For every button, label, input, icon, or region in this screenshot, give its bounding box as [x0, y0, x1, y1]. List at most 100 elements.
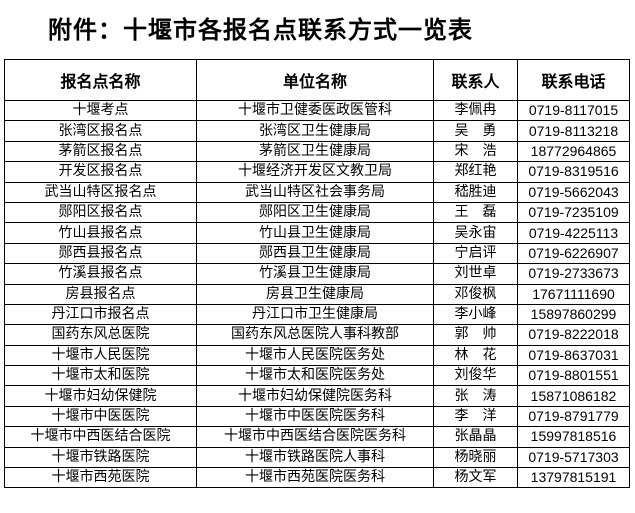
table-row: 房县报名点 房县卫生健康局 邓俊枫 17671111690 — [4, 283, 630, 305]
cell-contact-person: 林 花 — [433, 344, 518, 367]
cell-registration-point: 国药东风总医院 — [4, 324, 197, 346]
cell-registration-point: 竹溪县报名点 — [4, 263, 197, 285]
cell-registration-point: 张湾区报名点 — [4, 120, 197, 142]
cell-contact-person: 李 洋 — [433, 405, 518, 428]
cell-phone: 15897860299 — [517, 303, 630, 326]
cell-unit-name: 郧西县卫生健康局 — [196, 242, 434, 265]
cell-registration-point: 郧阳区报名点 — [4, 201, 197, 224]
table-row: 武当山特区报名点 武当山特区社会事务局 嵇胜迪 0719-5662043 — [4, 181, 630, 203]
table-row: 竹溪县报名点 竹溪县卫生健康局 刘世卓 0719-2733673 — [4, 263, 630, 285]
cell-contact-person: 杨晓丽 — [433, 446, 518, 469]
cell-phone: 0719-8222018 — [517, 324, 630, 346]
table-row: 十堰市太和医院 十堰市太和医院医务处 刘俊华 0719-8801551 — [4, 365, 630, 387]
table-row: 丹江口市报名点 丹江口市卫生健康局 李小峰 15897860299 — [4, 303, 630, 326]
cell-contact-person: 嵇胜迪 — [433, 181, 518, 203]
cell-unit-name: 张湾区卫生健康局 — [196, 120, 434, 142]
cell-unit-name: 十堰经济开发区文教卫局 — [196, 161, 434, 183]
table-row: 十堰市妇幼保健院 十堰市妇幼保健院医务科张 涛 15871086182 — [4, 385, 630, 407]
cell-registration-point: 开发区报名点 — [4, 161, 197, 183]
table-row: 十堰市中医医院 十堰市中医医院医务科李 洋 0719-8791779 — [4, 405, 630, 428]
table-row: 郧阳区报名点 郧阳区卫生健康局王 磊 0719-7235109 — [4, 201, 630, 224]
cell-registration-point: 竹山县报名点 — [4, 222, 197, 244]
table-row: 十堰考点 十堰市卫健委医政医管科 李佩冉 0719-8117015 — [4, 99, 630, 122]
cell-contact-person: 宁启评 — [433, 242, 518, 265]
cell-registration-point: 十堰市中医医院 — [4, 405, 197, 428]
cell-unit-name: 十堰市妇幼保健院医务科 — [196, 385, 434, 407]
cell-phone: 0719-4225113 — [517, 222, 630, 244]
cell-contact-person: 郭 帅 — [433, 324, 518, 346]
table-row: 张湾区报名点 张湾区卫生健康局吴 勇 0719-8113218 — [4, 120, 630, 142]
cell-unit-name: 茅箭区卫生健康局 — [196, 140, 434, 163]
cell-contact-person: 李佩冉 — [433, 99, 518, 122]
table-row: 十堰市西苑医院 十堰市西苑医院医务科 杨文军 13797815191 — [4, 467, 630, 489]
table-row: 十堰市铁路医院 十堰市铁路医院人事科 杨晓丽 0719-5717303 — [4, 446, 630, 469]
cell-registration-point: 武当山特区报名点 — [4, 181, 197, 203]
table-row: 郧西县报名点 郧西县卫生健康局 宁启评 0719-6226907 — [4, 242, 630, 265]
cell-registration-point: 十堰市铁路医院 — [4, 446, 197, 469]
cell-phone: 0719-8791779 — [517, 405, 630, 428]
header-registration-point: 报名点名称 — [4, 59, 197, 101]
cell-phone: 0719-5717303 — [517, 446, 630, 469]
cell-registration-point: 十堰市人民医院 — [4, 344, 197, 367]
table-row: 十堰市人民医院 十堰市人民医院医务处林 花 0719-8637031 — [4, 344, 630, 367]
table-row: 国药东风总医院 国药东风总医院人事科教部郭 帅 0719-8222018 — [4, 324, 630, 346]
cell-unit-name: 十堰市中西医结合医院医务科 — [196, 426, 434, 448]
cell-phone: 0719-8113218 — [517, 120, 630, 142]
table-header-row: 报名点名称 单位名称 联系人 联系电话 — [4, 59, 630, 101]
cell-unit-name: 十堰市铁路医院人事科 — [196, 446, 434, 469]
cell-phone: 0719-8801551 — [517, 365, 630, 387]
cell-unit-name: 丹江口市卫生健康局 — [196, 303, 434, 326]
cell-registration-point: 十堰市西苑医院 — [4, 467, 197, 489]
cell-contact-person: 刘俊华 — [433, 365, 518, 387]
cell-phone: 18772964865 — [517, 140, 630, 163]
table-row: 茅箭区报名点 茅箭区卫生健康局宋 浩 18772964865 — [4, 140, 630, 163]
cell-phone: 17671111690 — [517, 283, 630, 305]
cell-unit-name: 武当山特区社会事务局 — [196, 181, 434, 203]
cell-contact-person: 杨文军 — [433, 467, 518, 489]
cell-registration-point: 房县报名点 — [4, 283, 197, 305]
cell-phone: 0719-8319516 — [517, 161, 630, 183]
cell-registration-point: 十堰市太和医院 — [4, 365, 197, 387]
cell-registration-point: 十堰市中西医结合医院 — [4, 426, 197, 448]
cell-registration-point: 十堰考点 — [4, 99, 197, 122]
cell-unit-name: 国药东风总医院人事科教部 — [196, 324, 434, 346]
cell-registration-point: 丹江口市报名点 — [4, 303, 197, 326]
cell-contact-person: 张晶晶 — [433, 426, 518, 448]
cell-phone: 0719-6226907 — [517, 242, 630, 265]
cell-contact-person: 李小峰 — [433, 303, 518, 326]
cell-contact-person: 王 磊 — [433, 201, 518, 224]
table-row: 开发区报名点 十堰经济开发区文教卫局 郑红艳 0719-8319516 — [4, 161, 630, 183]
cell-contact-person: 郑红艳 — [433, 161, 518, 183]
cell-unit-name: 房县卫生健康局 — [196, 283, 434, 305]
header-unit-name: 单位名称 — [196, 59, 434, 101]
cell-phone: 0719-8117015 — [517, 99, 630, 122]
cell-phone: 0719-2733673 — [517, 263, 630, 285]
cell-phone: 15871086182 — [517, 385, 630, 407]
cell-registration-point: 郧西县报名点 — [4, 242, 197, 265]
cell-unit-name: 竹溪县卫生健康局 — [196, 263, 434, 285]
cell-contact-person: 吴永宙 — [433, 222, 518, 244]
contact-table: 报名点名称 单位名称 联系人 联系电话 十堰考点 十堰市卫健委医政医管科 李佩冉 07… — [4, 59, 630, 489]
cell-unit-name: 十堰市西苑医院医务科 — [196, 467, 434, 489]
cell-phone: 0719-7235109 — [517, 201, 630, 224]
cell-unit-name: 十堰市太和医院医务处 — [196, 365, 434, 387]
cell-phone: 0719-8637031 — [517, 344, 630, 367]
cell-contact-person: 邓俊枫 — [433, 283, 518, 305]
cell-contact-person: 刘世卓 — [433, 263, 518, 285]
cell-unit-name: 十堰市卫健委医政医管科 — [196, 99, 434, 122]
cell-unit-name: 十堰市中医医院医务科 — [196, 405, 434, 428]
cell-registration-point: 茅箭区报名点 — [4, 140, 197, 163]
cell-contact-person: 吴 勇 — [433, 120, 518, 142]
table-row: 竹山县报名点 竹山县卫生健康局 吴永宙 0719-4225113 — [4, 222, 630, 244]
cell-registration-point: 十堰市妇幼保健院 — [4, 385, 197, 407]
document-title: 附件：十堰市各报名点联系方式一览表 — [48, 16, 473, 44]
cell-phone: 13797815191 — [517, 467, 630, 489]
cell-phone: 15997818516 — [517, 426, 630, 448]
cell-contact-person: 宋 浩 — [433, 140, 518, 163]
cell-contact-person: 张 涛 — [433, 385, 518, 407]
header-contact-person: 联系人 — [433, 59, 518, 101]
cell-unit-name: 竹山县卫生健康局 — [196, 222, 434, 244]
cell-unit-name: 郧阳区卫生健康局 — [196, 201, 434, 224]
table-row: 十堰市中西医结合医院 十堰市中西医结合医院医务科 张晶晶 15997818516 — [4, 426, 630, 448]
cell-unit-name: 十堰市人民医院医务处 — [196, 344, 434, 367]
